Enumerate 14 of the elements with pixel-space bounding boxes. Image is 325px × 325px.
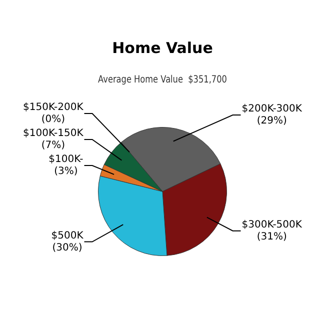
data-label: (30%) [52,242,82,254]
slice-label: $300K-500K [242,219,302,230]
data-label: (3%) [54,166,78,178]
slice-label: $100K-150K [23,128,84,140]
slice-label: $500K [51,230,84,242]
chart-subtitle: Average Home Value $351,700 [98,74,228,86]
data-label: (31%) [256,231,287,242]
data-label: (7%) [41,140,66,152]
slice-label: $200K-300K [242,104,302,115]
data-label: (29%) [256,116,287,127]
text: (0%) [41,114,65,126]
slice-label: $100K- [48,154,84,166]
chart-title: Home Value [112,38,213,57]
category-label: $150K-200K [23,102,84,114]
